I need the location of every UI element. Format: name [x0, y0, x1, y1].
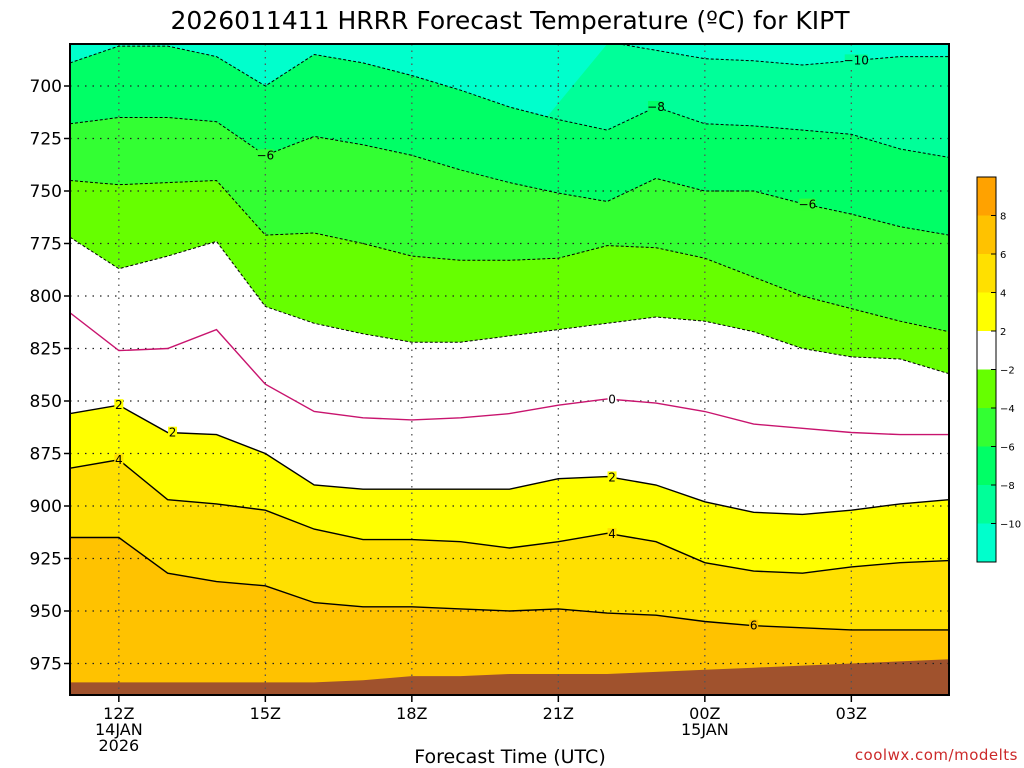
contour-label-bg — [114, 453, 124, 466]
credit-text: coolwx.com/modelts — [855, 746, 1018, 764]
colorbar-swatch — [977, 177, 996, 216]
y-tick-label: 775 — [30, 235, 62, 255]
contour-label-bg — [749, 619, 759, 632]
contour-line — [70, 179, 949, 333]
x-axis-title: Forecast Time (UTC) — [414, 746, 605, 768]
contour-label: −10 — [844, 53, 869, 67]
x-tick-label: 14JAN — [95, 720, 143, 739]
contour-label-bg — [607, 471, 617, 484]
contour-line — [70, 459, 949, 574]
contour-label-bg — [168, 426, 178, 439]
y-tick-label: 900 — [30, 497, 62, 517]
colorbar-swatch — [977, 523, 996, 562]
x-tick-label: 18Z — [396, 704, 427, 723]
colorbar-swatch — [977, 292, 996, 331]
colorbar-label: 4 — [1000, 289, 1006, 300]
colorbar: 8 6 4 2 −2 −4 −6 −8 −10 — [976, 176, 1021, 563]
contour-label: 6 — [750, 619, 758, 633]
colorbar-label: 8 — [1000, 212, 1006, 223]
colorbar-label: −4 — [1000, 404, 1015, 415]
contour-label-bg — [844, 54, 868, 67]
contour-label: 2 — [169, 426, 177, 440]
colorbar-swatch — [977, 254, 996, 293]
y-tick-label: 850 — [30, 392, 62, 412]
x-tick-label: 03Z — [836, 704, 867, 723]
y-tick-label: 750 — [30, 182, 62, 202]
contour-label: 2 — [115, 398, 123, 412]
y-tick-label: 700 — [30, 77, 62, 97]
y-tick-label: 875 — [30, 445, 62, 465]
contour-label: 2 — [608, 470, 616, 484]
contour-label: 4 — [608, 527, 616, 541]
colorbar-label: −2 — [1000, 366, 1015, 377]
x-tick-label: 15Z — [250, 704, 281, 723]
contour-label-bg — [607, 393, 617, 406]
colorbar-swatch — [977, 485, 996, 524]
y-tick-label: 825 — [30, 340, 62, 360]
x-tick-label: 21Z — [543, 704, 574, 723]
contour-label-bg — [648, 101, 664, 113]
y-tick-label: 925 — [30, 550, 62, 570]
contour-label: −6 — [799, 198, 817, 212]
colorbar-label: −6 — [1000, 443, 1015, 454]
temperature-band — [70, 537, 949, 695]
contour-line — [70, 536, 949, 631]
contour-label: −6 — [256, 148, 274, 162]
colorbar-label: −8 — [1000, 481, 1015, 492]
y-tick-label: 975 — [30, 655, 62, 675]
y-tick-label: 725 — [30, 130, 62, 150]
contour-line — [70, 236, 949, 375]
x-tick-label: 2026 — [98, 736, 139, 755]
colorbar-swatch — [977, 369, 996, 408]
colorbar-swatch — [977, 331, 996, 370]
plot-frame — [69, 43, 950, 696]
contour-label-bg — [799, 198, 816, 211]
contour-line — [616, 44, 949, 66]
x-tick-label: 12Z — [103, 704, 134, 723]
colorbar-swatch — [977, 215, 996, 254]
contour-label: 0 — [608, 392, 616, 406]
contour-label-bg — [257, 149, 274, 162]
y-tick-label: 800 — [30, 287, 62, 307]
contour-line — [70, 45, 949, 158]
contour-line — [70, 312, 949, 436]
contour-label: −8 — [647, 100, 665, 114]
colorbar-label: 2 — [1000, 327, 1006, 338]
chart-title: 2026011411 HRRR Forecast Temperature (ºC… — [170, 6, 850, 35]
colorbar-label: −10 — [1000, 520, 1021, 531]
contour-line — [70, 404, 949, 516]
contour-label: 4 — [115, 453, 123, 467]
contour-label-bg — [607, 528, 617, 541]
x-tick-label: 00Z — [689, 704, 720, 723]
y-tick-label: 950 — [30, 602, 62, 622]
colorbar-swatch — [977, 408, 996, 447]
colorbar-swatch — [977, 446, 996, 485]
contour-label-bg — [114, 399, 124, 412]
x-tick-label: 15JAN — [681, 720, 729, 739]
ground-surface — [70, 659, 949, 695]
colorbar-label: 6 — [1000, 250, 1006, 261]
